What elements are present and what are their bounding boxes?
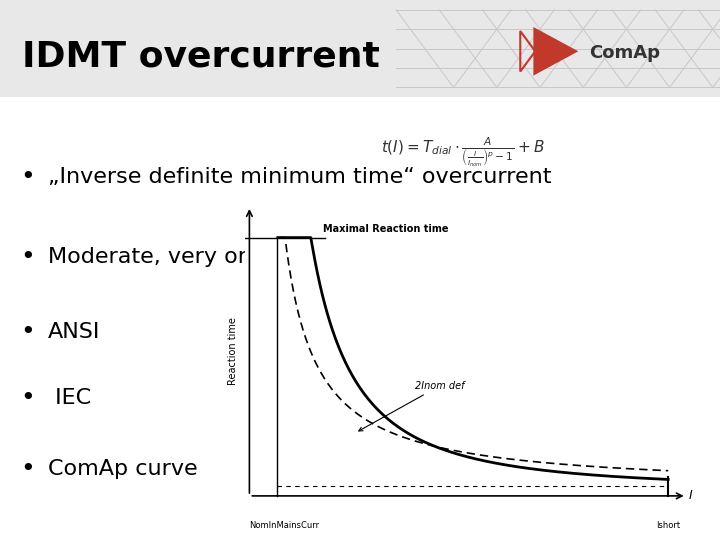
Text: Reaction time: Reaction time xyxy=(228,317,238,385)
Text: IEC: IEC xyxy=(48,388,91,408)
Text: •: • xyxy=(20,386,35,410)
Text: $t(I) = T_{dial} \cdot \frac{A}{\left(\frac{I}{I_{nom}}\right)^{p} - 1} + B$: $t(I) = T_{dial} \cdot \frac{A}{\left(\f… xyxy=(381,135,545,169)
Text: •: • xyxy=(20,245,35,268)
Text: I: I xyxy=(689,489,693,502)
Text: NomInMainsCurr: NomInMainsCurr xyxy=(249,521,320,530)
Text: •: • xyxy=(20,165,35,189)
Text: ANSI: ANSI xyxy=(48,322,100,342)
Polygon shape xyxy=(534,27,578,76)
Text: •: • xyxy=(20,320,35,344)
Text: IDMT overcurrent: IDMT overcurrent xyxy=(22,39,379,73)
Text: Moderate, very or extremely inverse: Moderate, very or extremely inverse xyxy=(48,247,454,267)
Text: •: • xyxy=(20,457,35,481)
FancyBboxPatch shape xyxy=(0,0,720,97)
Text: 2Inom def: 2Inom def xyxy=(359,381,464,431)
Text: Maximal Reaction time: Maximal Reaction time xyxy=(323,224,449,234)
Text: Ishort: Ishort xyxy=(656,521,680,530)
Text: ComAp: ComAp xyxy=(590,44,660,62)
Text: „Inverse definite minimum time“ overcurrent: „Inverse definite minimum time“ overcurr… xyxy=(48,167,551,187)
Text: ComAp curve: ComAp curve xyxy=(48,459,197,479)
